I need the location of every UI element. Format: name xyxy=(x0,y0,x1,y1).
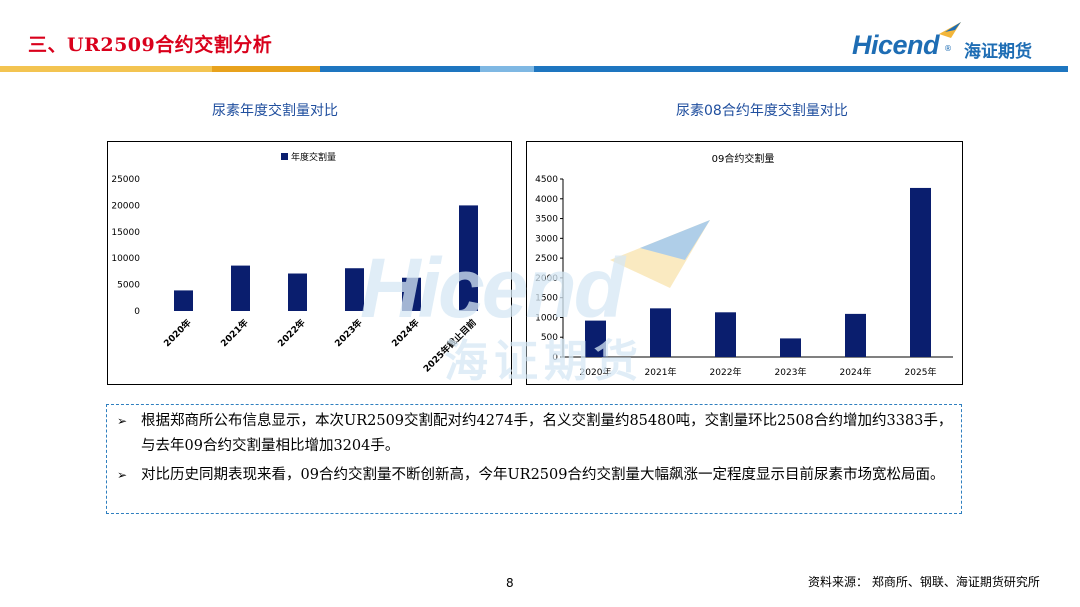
x-tick-label: 2020年 xyxy=(580,366,612,378)
logo-text: Hicend xyxy=(852,30,940,60)
arrow-bullet-icon: ➢ xyxy=(117,468,128,482)
y-tick-label: 2000 xyxy=(535,274,558,284)
header-stripe-2 xyxy=(212,66,320,72)
page-title: 三、UR2509合约交割分析 xyxy=(28,34,273,56)
bar xyxy=(459,205,478,311)
arrow-bullet-icon: ➢ xyxy=(117,414,128,428)
note-text: 对比历史同期表现来看，09合约交割量不断创新高，今年UR2509合约交割量大幅飙… xyxy=(141,467,945,483)
y-tick-label: 0 xyxy=(552,353,558,363)
y-tick-label: 5000 xyxy=(117,281,140,291)
chart-2-09-contract-delivery: 09合约交割量 0 500 1000 1500 2000 2500 3000 3500 4000 4… xyxy=(535,152,953,378)
chart-1-annual-delivery: 年度交割量 0 5000 10000 15000 20000 25000 2020年 2021年… xyxy=(111,151,479,375)
bar xyxy=(585,320,606,357)
y-tick-label: 4500 xyxy=(535,175,558,185)
header-stripe-1 xyxy=(0,66,212,72)
bar xyxy=(288,273,307,311)
bar xyxy=(845,313,866,357)
y-tick-label: 10000 xyxy=(111,254,140,264)
bar xyxy=(715,312,736,357)
chart-1-title: 尿素年度交割量对比 xyxy=(212,103,338,119)
y-tick-label: 1000 xyxy=(535,313,558,323)
logo-cn-text: 海证期货 xyxy=(964,42,1032,62)
x-tick-label: 2023年 xyxy=(775,366,807,378)
header-stripe-4 xyxy=(480,66,534,72)
logo-mark-icon xyxy=(939,22,961,38)
y-tick-label: 4000 xyxy=(535,195,558,205)
bar xyxy=(174,290,193,311)
chart-inner-title: 09合约交割量 xyxy=(712,152,775,165)
note-text: 根据郑商所公布信息显示，本次UR2509交割配对约4274手，名义交割量约854… xyxy=(141,413,953,454)
y-tick-label: 500 xyxy=(541,333,558,343)
legend-swatch xyxy=(281,153,288,160)
company-logo: Hicend ® 海证期货 xyxy=(852,22,1052,66)
analysis-notes: ➢ 根据郑商所公布信息显示，本次UR2509交割配对约4274手，名义交割量约8… xyxy=(106,404,962,514)
x-tick-label: 2021年 xyxy=(218,317,251,350)
bar xyxy=(650,308,671,357)
x-tick-label: 2020年 xyxy=(161,317,194,350)
y-tick-label: 20000 xyxy=(111,201,140,211)
x-tick-label: 2021年 xyxy=(645,366,677,378)
x-tick-label: 2024年 xyxy=(840,366,872,378)
data-source: 资料来源： 郑商所、钢联、海证期货研究所 xyxy=(808,575,1040,589)
x-tick-label: 2025年 xyxy=(905,366,937,378)
bar xyxy=(910,187,931,357)
bar xyxy=(345,268,364,311)
chart-2-title: 尿素08合约年度交割量对比 xyxy=(676,103,848,119)
x-tick-label: 2024年 xyxy=(389,317,422,350)
x-tick-label: 2022年 xyxy=(275,317,308,350)
y-tick-label: 0 xyxy=(134,307,140,317)
y-tick-label: 25000 xyxy=(111,175,140,185)
y-tick-label: 2500 xyxy=(535,254,558,264)
page-number: 8 xyxy=(506,576,514,590)
registered-icon: ® xyxy=(944,44,952,53)
header-stripe-3 xyxy=(320,66,480,72)
chart-2-frame xyxy=(526,141,963,385)
y-tick-label: 15000 xyxy=(111,228,140,238)
legend-label: 年度交割量 xyxy=(291,151,336,163)
chart-1-frame xyxy=(107,141,512,385)
x-tick-label: 2023年 xyxy=(332,317,365,350)
bar xyxy=(402,277,421,311)
header-stripe-5 xyxy=(534,66,1068,72)
bar xyxy=(780,338,801,357)
y-tick-label: 1500 xyxy=(535,294,558,304)
bar xyxy=(231,265,250,311)
x-tick-label: 2022年 xyxy=(710,366,742,378)
y-tick-label: 3000 xyxy=(535,234,558,244)
x-tick-label: 2025年截止目前 xyxy=(421,317,479,375)
y-tick-label: 3500 xyxy=(535,215,558,225)
